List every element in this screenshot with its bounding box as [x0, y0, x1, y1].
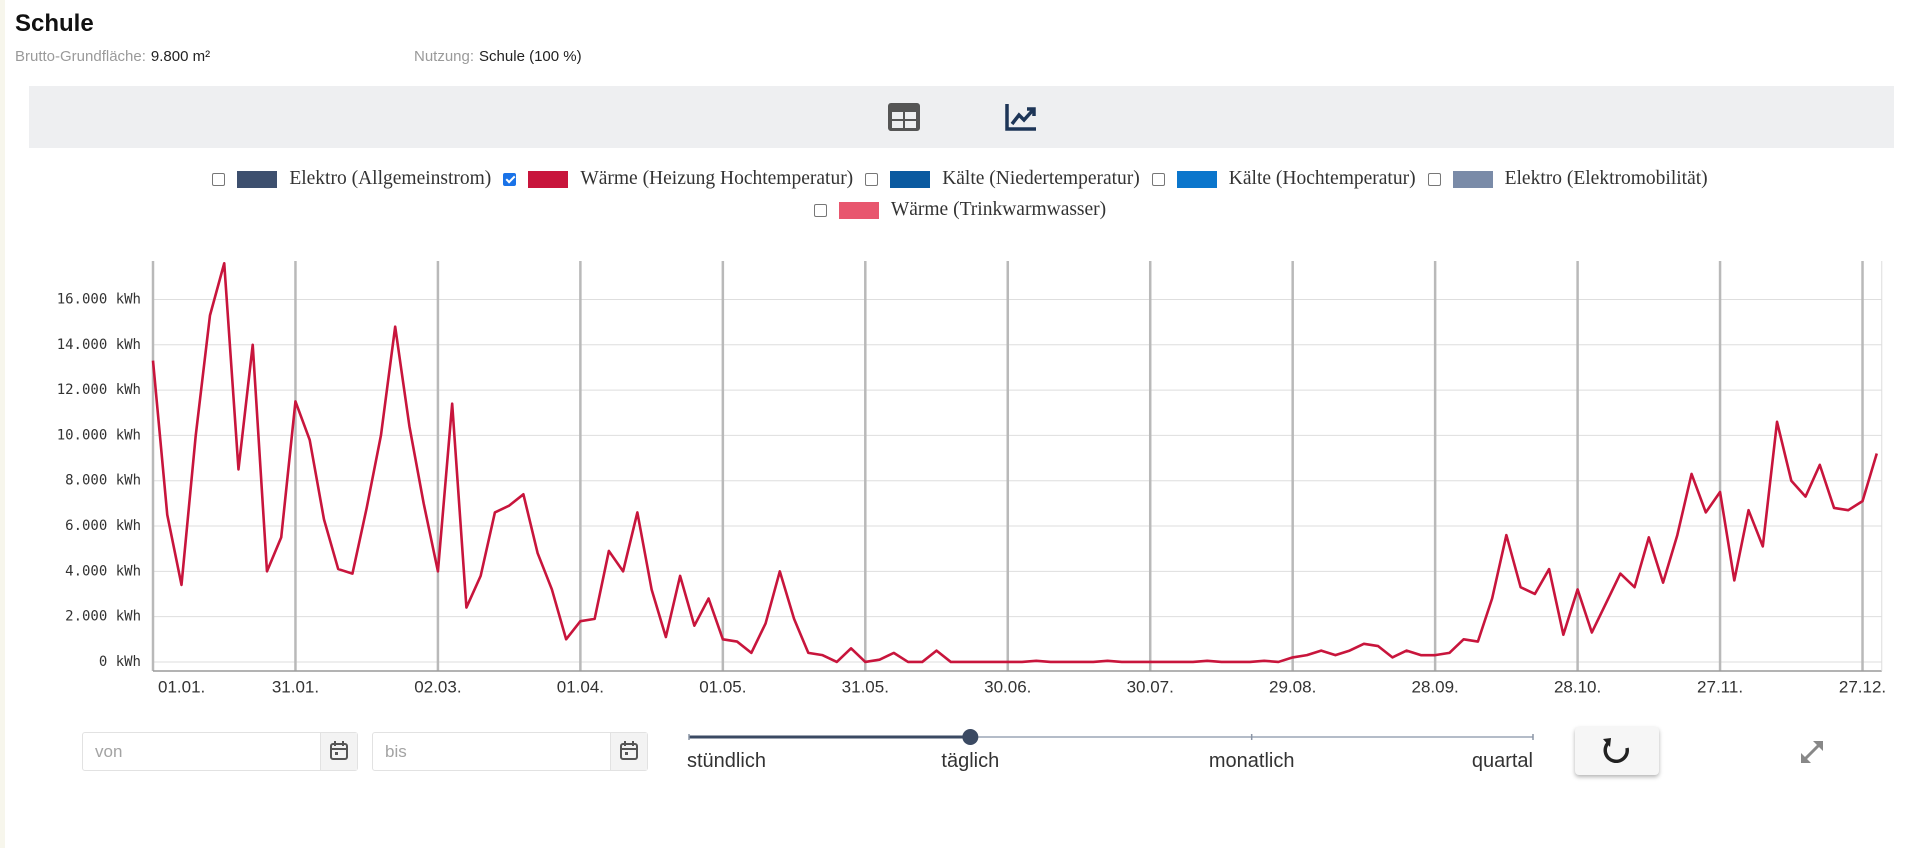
- y-tick-label: 4.000 kWh: [65, 563, 141, 579]
- legend-item[interactable]: Wärme (Trinkwarmwasser): [813, 199, 1107, 221]
- calendar-button[interactable]: [320, 733, 357, 770]
- x-tick-label: 31.01.: [272, 677, 319, 696]
- legend-item[interactable]: Kälte (Hochtemperatur): [1151, 168, 1416, 190]
- legend-label: Elektro (Elektromobilität): [1504, 168, 1708, 189]
- legend-checkbox[interactable]: [865, 172, 879, 186]
- resolution-label[interactable]: stündlich: [687, 750, 766, 772]
- x-tick-label: 27.11.: [1697, 677, 1743, 696]
- date-to[interactable]: bis: [372, 732, 648, 771]
- legend-label: Kälte (Hochtemperatur): [1228, 168, 1416, 189]
- y-tick-label: 16.000 kWh: [57, 292, 141, 308]
- table-view-button[interactable]: [887, 102, 921, 132]
- y-tick-label: 10.000 kWh: [57, 427, 141, 443]
- view-toolbar: [29, 86, 1894, 148]
- x-tick-label: 29.08.: [1269, 677, 1316, 696]
- field-label: Nutzung:: [414, 48, 475, 65]
- x-tick-label: 28.10.: [1554, 677, 1601, 696]
- resolution-label[interactable]: monatlich: [1208, 750, 1295, 772]
- legend-checkbox[interactable]: [1427, 172, 1441, 186]
- y-tick-label: 6.000 kWh: [65, 518, 141, 534]
- date-placeholder: bis: [385, 742, 407, 761]
- legend-checkbox[interactable]: [212, 172, 226, 186]
- reset-button[interactable]: [1575, 727, 1659, 775]
- legend-label: Wärme (Trinkwarmwasser): [890, 199, 1107, 220]
- legend-label: Elektro (Allgemeinstrom): [289, 168, 492, 189]
- field-value: Schule (100 %): [479, 48, 582, 65]
- x-tick-label: 01.04.: [557, 677, 604, 696]
- legend-item[interactable]: Elektro (Allgemeinstrom): [212, 168, 491, 190]
- building-title: Schule: [15, 10, 94, 37]
- legend-swatch: [237, 170, 278, 188]
- page-edge: [0, 0, 5, 848]
- legend-swatch: [1176, 170, 1217, 188]
- legend-swatch: [1452, 170, 1493, 188]
- y-tick-label: 12.000 kWh: [57, 382, 141, 398]
- field: Brutto-Grundfläche: 9.800 m²: [15, 48, 210, 65]
- legend-swatch: [838, 201, 879, 219]
- legend-swatch: [890, 170, 931, 188]
- y-tick-label: 14.000 kWh: [57, 337, 141, 353]
- x-tick-label: 02.03.: [414, 677, 461, 696]
- series-line: [151, 261, 1879, 664]
- fullscreen-button[interactable]: [1796, 736, 1828, 768]
- x-tick-label: 30.07.: [1127, 677, 1174, 696]
- y-tick-label: 2.000 kWh: [65, 609, 141, 625]
- x-tick-label: 31.05.: [842, 677, 889, 696]
- legend: Elektro (Allgemeinstrom) Wärme (Heizung H…: [160, 168, 1760, 221]
- legend-swatch: [528, 170, 569, 188]
- chart-view-button[interactable]: [1004, 102, 1038, 132]
- field-label: Brutto-Grundfläche:: [15, 48, 146, 65]
- legend-item[interactable]: Kälte (Niedertemperatur): [865, 168, 1140, 190]
- y-tick-label: 8.000 kWh: [65, 473, 141, 489]
- date-placeholder: von: [95, 742, 123, 761]
- date-from[interactable]: von: [82, 732, 358, 771]
- legend-label: Wärme (Heizung Hochtemperatur): [580, 168, 854, 189]
- legend-label: Kälte (Niedertemperatur): [942, 168, 1140, 189]
- legend-item[interactable]: Elektro (Elektromobilität): [1427, 168, 1708, 190]
- resolution-label[interactable]: quartal: [1471, 750, 1533, 772]
- field: Nutzung: Schule (100 %): [414, 48, 582, 65]
- legend-item[interactable]: Wärme (Heizung Hochtemperatur): [503, 168, 853, 190]
- x-tick-label: 28.09.: [1412, 677, 1459, 696]
- calendar-button[interactable]: [610, 733, 647, 770]
- x-tick-label: 01.01.: [158, 677, 205, 696]
- x-tick-label: 30.06.: [984, 677, 1031, 696]
- field-value: 9.800 m²: [150, 48, 211, 65]
- x-tick-label: 01.05.: [699, 677, 746, 696]
- y-tick-label: 0 kWh: [99, 654, 141, 670]
- x-tick-label: 27.12.: [1839, 677, 1886, 696]
- legend-checkbox[interactable]: [503, 172, 517, 186]
- legend-checkbox[interactable]: [813, 203, 827, 217]
- resolution-label[interactable]: täglich: [941, 750, 1000, 772]
- legend-checkbox[interactable]: [1151, 172, 1165, 186]
